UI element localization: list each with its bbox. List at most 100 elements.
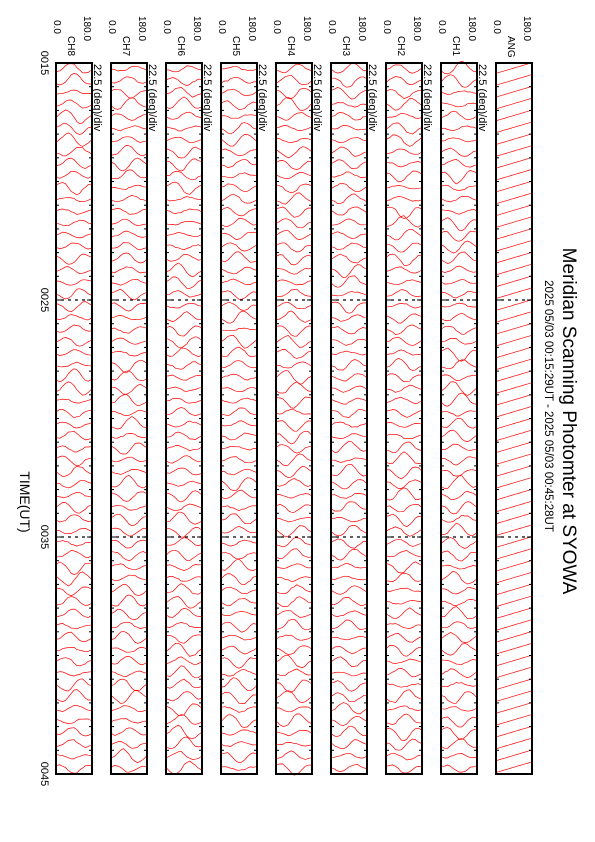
- scan-trace: [386, 358, 422, 371]
- y-max-label: 180.0: [356, 16, 367, 41]
- scan-trace: [111, 527, 147, 537]
- scan-trace: [111, 563, 147, 571]
- scan-trace: [221, 387, 257, 392]
- scan-trace: [386, 633, 422, 643]
- scan-trace: [276, 325, 312, 337]
- scan-trace: [166, 431, 202, 441]
- scan-trace: [386, 764, 422, 774]
- scan-trace: [111, 337, 147, 345]
- scan-trace: [441, 278, 477, 285]
- scan-trace: [441, 137, 477, 143]
- scan-trace: [166, 325, 202, 337]
- channel-label: CH5: [230, 36, 241, 56]
- scan-trace: [496, 595, 532, 607]
- scan-trace: [386, 513, 422, 527]
- scan-trace: [276, 563, 312, 569]
- scan-trace: [277, 493, 312, 499]
- scan-trace: [166, 77, 202, 87]
- scan-trace: [56, 314, 92, 321]
- scan-trace: [496, 311, 532, 323]
- scan-trace: [276, 301, 312, 310]
- scan-trace: [496, 619, 532, 631]
- scale-label: 22.5 (deg)/div: [201, 64, 213, 132]
- scan-trace: [221, 657, 257, 669]
- scan-trace: [111, 315, 147, 321]
- scan-trace: [221, 310, 257, 324]
- scan-trace: [111, 621, 147, 630]
- scan-trace: [331, 538, 366, 549]
- scan-trace: [331, 692, 367, 703]
- scan-trace: [166, 220, 202, 226]
- channel-label: ANG: [505, 36, 516, 58]
- scan-trace: [166, 608, 202, 618]
- scan-trace: [111, 113, 147, 121]
- scan-trace: [276, 349, 312, 359]
- scan-trace: [56, 445, 92, 453]
- scan-trace: [441, 302, 477, 308]
- scan-trace: [441, 550, 477, 562]
- scan-trace: [56, 301, 92, 313]
- scan-trace: [496, 738, 532, 749]
- scan-trace: [276, 183, 312, 194]
- scan-trace: [331, 275, 367, 288]
- scan-trace: [386, 185, 422, 190]
- scan-trace: [441, 265, 477, 273]
- scan-trace: [441, 727, 477, 740]
- scan-trace: [166, 656, 202, 666]
- scan-trace: [166, 736, 202, 749]
- panel-frame: [495, 62, 533, 775]
- scan-trace: [221, 207, 257, 217]
- y-max-label: 180.0: [301, 16, 312, 41]
- scan-trace: [441, 621, 477, 629]
- scan-trace: [331, 585, 367, 595]
- scan-trace: [111, 630, 147, 644]
- scan-trace: [441, 374, 477, 382]
- scan-trace: [111, 288, 147, 301]
- scan-trace: [496, 477, 532, 489]
- scan-trace: [56, 231, 92, 239]
- scan-trace: [276, 596, 312, 607]
- scan-trace: [56, 596, 92, 606]
- scan-trace: [331, 656, 367, 668]
- scan-trace: [496, 512, 532, 524]
- y-min-label: 0.0: [436, 20, 447, 34]
- scan-trace: [221, 100, 257, 110]
- scan-trace: [276, 610, 312, 618]
- scan-trace: [276, 218, 312, 229]
- y-max-label: 180.0: [466, 16, 477, 41]
- scan-trace: [111, 551, 147, 562]
- scan-trace: [331, 421, 367, 428]
- scan-trace: [111, 326, 147, 334]
- scan-trace: [111, 97, 147, 110]
- x-tick-label: 0045: [38, 762, 50, 786]
- scan-trace: [221, 634, 257, 641]
- scan-trace: [496, 287, 532, 299]
- scan-trace: [111, 718, 147, 724]
- scan-trace: [111, 370, 147, 382]
- scan-trace: [276, 138, 312, 143]
- channel-label: CH2: [395, 36, 406, 56]
- scan-trace: [221, 468, 257, 476]
- scan-trace: [56, 608, 92, 618]
- scan-trace: [276, 750, 312, 760]
- scan-trace: [496, 264, 532, 275]
- x-tick-label: 0035: [38, 525, 50, 549]
- scan-trace: [221, 290, 257, 300]
- scan-trace: [386, 587, 422, 592]
- scan-trace: [331, 182, 367, 193]
- scan-trace: [496, 181, 532, 192]
- scan-trace: [276, 279, 312, 286]
- scan-trace: [441, 195, 477, 203]
- scan-trace: [166, 290, 202, 298]
- scan-trace: [331, 752, 367, 759]
- scan-trace: [386, 349, 422, 356]
- scan-trace: [276, 206, 312, 218]
- scan-trace: [331, 501, 367, 512]
- scan-trace: [441, 475, 477, 489]
- scan-trace: [276, 503, 312, 513]
- scan-trace: [386, 206, 422, 219]
- scan-trace: [496, 110, 532, 121]
- scan-trace: [166, 361, 202, 370]
